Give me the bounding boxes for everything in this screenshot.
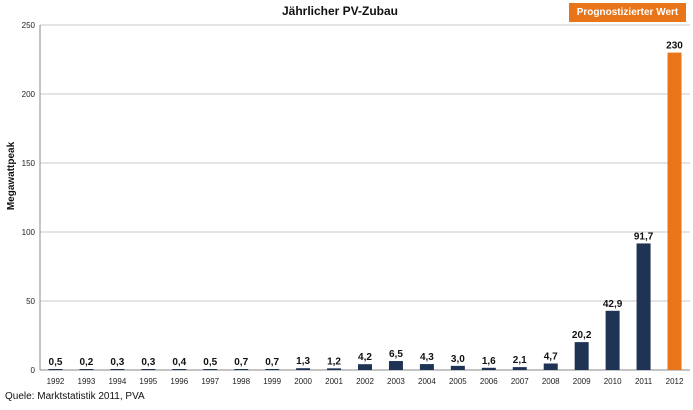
data-label-2011: 91,7 <box>634 231 654 242</box>
y-tick-label-150: 150 <box>22 159 36 168</box>
data-label-2000: 1,3 <box>296 356 310 367</box>
y-tick-label-0: 0 <box>31 366 36 375</box>
x-tick-label-2010: 2010 <box>604 377 622 386</box>
x-tick-label-2009: 2009 <box>573 377 591 386</box>
bar-2000 <box>296 368 311 370</box>
data-label-2003: 6,5 <box>389 349 403 360</box>
bar-2002 <box>358 364 372 370</box>
x-tick-label-1994: 1994 <box>108 377 126 386</box>
x-tick-label-1992: 1992 <box>47 377 65 386</box>
x-tick-label-1997: 1997 <box>201 377 219 386</box>
data-label-2006: 1,6 <box>482 356 496 367</box>
data-label-1994: 0,3 <box>110 357 124 368</box>
data-label-2005: 3,0 <box>451 354 465 365</box>
x-tick-label-2012: 2012 <box>666 377 684 386</box>
bars <box>48 52 682 370</box>
x-tick-label-1995: 1995 <box>139 377 157 386</box>
data-labels: 0,5 0,2 0,3 0,3 0,4 0,5 0,7 0,7 1,3 1,2 4,2 6,5 4,3 3… <box>49 41 684 368</box>
bar-1993 <box>79 369 94 370</box>
x-tick-label-2008: 2008 <box>542 377 560 386</box>
bar-2011 <box>636 243 651 370</box>
x-tick-label-2005: 2005 <box>449 377 467 386</box>
bar-2003 <box>388 361 403 370</box>
x-tick-label-1998: 1998 <box>232 377 250 386</box>
x-tick-label-2000: 2000 <box>294 377 312 386</box>
data-label-2012: 230 <box>666 41 683 52</box>
bar-1992 <box>48 369 63 370</box>
y-axis-label: Megawattpeak <box>6 141 17 210</box>
data-label-2004: 4,3 <box>420 352 434 363</box>
bar-1995 <box>141 369 156 370</box>
data-label-1995: 0,3 <box>141 357 155 368</box>
bar-1994 <box>110 369 125 370</box>
x-tick-label-2002: 2002 <box>356 377 374 386</box>
data-label-2002: 4,2 <box>358 352 372 363</box>
x-tick-label-2001: 2001 <box>325 377 343 386</box>
x-tick-label-1993: 1993 <box>78 377 96 386</box>
data-label-1998: 0,7 <box>234 357 248 368</box>
data-label-2008: 4,7 <box>544 352 558 363</box>
x-tick-label-2006: 2006 <box>480 377 498 386</box>
bar-1997 <box>203 369 218 370</box>
bar-2004 <box>419 364 434 370</box>
data-label-2010: 42,9 <box>603 299 623 310</box>
bar-2007 <box>512 367 527 370</box>
x-tick-label-2007: 2007 <box>511 377 529 386</box>
x-tick-label-2011: 2011 <box>635 377 653 386</box>
data-label-1993: 0,2 <box>79 357 93 368</box>
data-label-1992: 0,5 <box>49 357 63 368</box>
gridlines <box>39 24 690 371</box>
bar-2005 <box>450 365 465 370</box>
y-tick-label-250: 250 <box>22 21 36 30</box>
bar-2006 <box>481 367 496 370</box>
bar-2008 <box>543 363 558 370</box>
y-tick-label-50: 50 <box>26 297 35 306</box>
y-tick-label-200: 200 <box>22 90 36 99</box>
source-note: Quele: Marktstatistik 2011, PVA <box>5 391 145 402</box>
x-tick-label-2003: 2003 <box>387 377 405 386</box>
data-label-1996: 0,4 <box>172 357 186 368</box>
data-label-2001: 1,2 <box>327 356 341 367</box>
bar-2001 <box>327 368 342 370</box>
x-axis-ticks: 1992 1993 1994 1995 1996 1997 1998 1999 2000 2001… <box>47 377 684 386</box>
x-tick-label-1999: 1999 <box>263 377 281 386</box>
bar-1996 <box>172 369 187 370</box>
bar-1998 <box>234 369 249 370</box>
data-label-1997: 0,5 <box>203 357 217 368</box>
data-label-2009: 20,2 <box>572 330 592 341</box>
y-axis-ticks: 0 50 100 150 200 250 <box>22 21 36 375</box>
bar-2012 <box>667 52 682 370</box>
bar-1999 <box>265 369 280 370</box>
x-tick-label-2004: 2004 <box>418 377 436 386</box>
bar-2010 <box>605 310 620 370</box>
data-label-2007: 2,1 <box>513 355 527 366</box>
bar-2009 <box>574 342 589 370</box>
legend-forecast: Prognostizierter Wert <box>569 3 686 22</box>
y-tick-label-100: 100 <box>22 228 36 237</box>
x-tick-label-1996: 1996 <box>170 377 188 386</box>
chart-title: Jährlicher PV-Zubau <box>282 4 398 18</box>
data-label-1999: 0,7 <box>265 357 279 368</box>
